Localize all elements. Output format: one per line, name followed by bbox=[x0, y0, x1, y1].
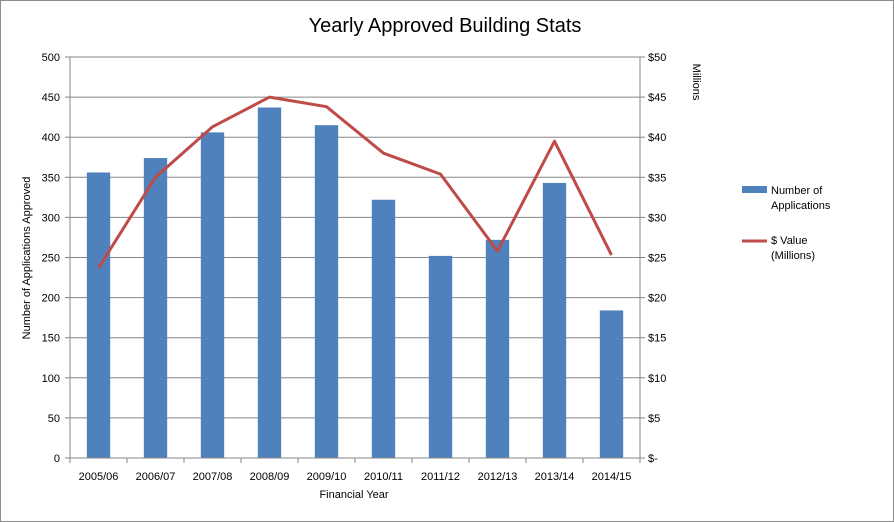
y2-tick-label: $35 bbox=[648, 172, 666, 184]
y2-tick-label: $5 bbox=[648, 413, 660, 425]
y-tick-label: 150 bbox=[42, 333, 60, 345]
bar bbox=[542, 182, 567, 458]
y2-tick-label: $15 bbox=[648, 333, 666, 345]
y-tick-label: 300 bbox=[42, 212, 60, 224]
y-axis-title: Number of Applications Approved bbox=[21, 177, 33, 340]
y-tick-label: 100 bbox=[42, 373, 60, 385]
x-tick-label: 2009/10 bbox=[307, 471, 347, 483]
y-tick-label: 400 bbox=[42, 132, 60, 144]
bar bbox=[257, 107, 282, 458]
y2-tick-label: $20 bbox=[648, 293, 666, 305]
y-tick-label: 200 bbox=[42, 293, 60, 305]
legend: Number of Applications $ Value (Millions) bbox=[742, 185, 831, 262]
y2-tick-label: $- bbox=[648, 453, 658, 465]
x-tick-label: 2006/07 bbox=[136, 471, 176, 483]
bar bbox=[143, 158, 168, 458]
bar bbox=[200, 132, 225, 458]
x-tick-label: 2005/06 bbox=[79, 471, 119, 483]
axes: 0 50 100 150 200 250 300 350 400 450 500 $- $5 $10 $15… bbox=[42, 52, 667, 483]
legend-line-label: (Millions) bbox=[771, 250, 815, 262]
y-tick-label: 250 bbox=[42, 253, 60, 265]
legend-line-label: $ Value bbox=[771, 235, 808, 247]
y-tick-label: 350 bbox=[42, 172, 60, 184]
bar bbox=[485, 239, 510, 458]
bar bbox=[428, 255, 453, 458]
y2-tick-label: $45 bbox=[648, 92, 666, 104]
x-tick-label: 2007/08 bbox=[193, 471, 233, 483]
legend-bar-swatch bbox=[742, 186, 767, 193]
bar bbox=[314, 125, 339, 459]
bar-series bbox=[86, 107, 624, 459]
bar bbox=[86, 172, 111, 458]
y-tick-label: 450 bbox=[42, 92, 60, 104]
x-tick-label: 2010/11 bbox=[364, 471, 403, 483]
legend-bar-label: Number of bbox=[771, 185, 823, 197]
line-series bbox=[97, 95, 613, 269]
x-tick-label: 2013/14 bbox=[535, 471, 575, 483]
x-tick-label: 2012/13 bbox=[478, 471, 518, 483]
value-line bbox=[97, 95, 613, 269]
y2-axis-title: Millions bbox=[690, 64, 702, 101]
x-tick-label: 2011/12 bbox=[421, 471, 460, 483]
y2-tick-label: $40 bbox=[648, 132, 666, 144]
y2-tick-label: $50 bbox=[648, 52, 666, 64]
legend-bar-label: Applications bbox=[771, 200, 831, 212]
bar bbox=[371, 199, 396, 459]
y2-tick-label: $30 bbox=[648, 212, 666, 224]
y2-tick-label: $25 bbox=[648, 253, 666, 265]
y-tick-label: 50 bbox=[48, 413, 60, 425]
y2-tick-label: $10 bbox=[648, 373, 666, 385]
y-tick-label: 0 bbox=[54, 453, 60, 465]
x-axis-title: Financial Year bbox=[319, 489, 388, 501]
x-tick-label: 2014/15 bbox=[592, 471, 632, 483]
x-tick-label: 2008/09 bbox=[250, 471, 290, 483]
bar bbox=[599, 310, 624, 458]
chart-title: Yearly Approved Building Stats bbox=[309, 15, 582, 37]
y-tick-label: 500 bbox=[42, 52, 60, 64]
